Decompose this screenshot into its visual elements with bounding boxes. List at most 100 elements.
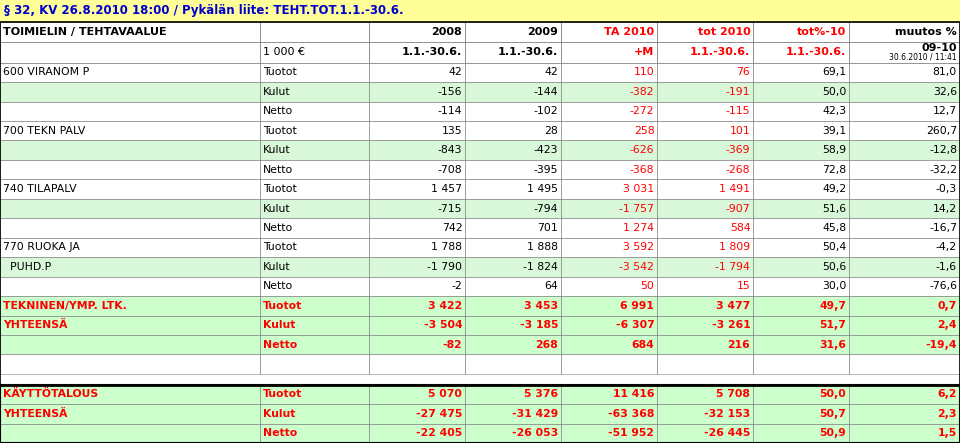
Text: Tuotot: Tuotot [263,301,302,311]
Bar [754,238,850,257]
Bar [260,238,370,257]
Bar [658,82,754,101]
Bar [370,385,466,404]
Bar [466,276,562,296]
Text: 81,0: 81,0 [933,67,957,78]
Text: -1 794: -1 794 [715,262,751,272]
Bar [658,335,754,354]
Text: 42,3: 42,3 [822,106,847,117]
Text: KÄYTTÖTALOUS: KÄYTTÖTALOUS [3,389,98,400]
Bar [260,296,370,315]
Text: 742: 742 [442,223,463,233]
Text: 69,1: 69,1 [822,67,847,78]
Bar [658,121,754,140]
Bar [466,179,562,199]
Bar [658,238,754,257]
Bar [0,424,260,443]
Bar [562,385,658,404]
Bar [0,354,260,374]
Text: 45,8: 45,8 [822,223,847,233]
Bar [850,179,960,199]
Text: 50,0: 50,0 [822,87,847,97]
Text: -907: -907 [726,203,751,214]
Text: tot%-10: tot%-10 [797,27,847,37]
Text: 32,6: 32,6 [933,87,957,97]
Bar [754,354,850,374]
Text: 49,2: 49,2 [822,184,847,194]
Bar [370,315,466,335]
Text: -26 053: -26 053 [512,428,559,438]
Bar [260,179,370,199]
Bar [658,218,754,238]
Text: Netto: Netto [263,165,293,175]
Text: 49,7: 49,7 [819,301,847,311]
Bar [260,218,370,238]
Text: 260,7: 260,7 [925,126,957,136]
Text: 1 274: 1 274 [623,223,655,233]
Bar [754,121,850,140]
Bar [466,101,562,121]
Bar [370,160,466,179]
Text: -32 153: -32 153 [704,409,751,419]
Text: -32,2: -32,2 [929,165,957,175]
Bar [260,424,370,443]
Bar [260,140,370,160]
Bar [0,82,260,101]
Text: 1.1.-30.6.: 1.1.-30.6. [690,47,751,58]
Bar [260,160,370,179]
Text: 3 592: 3 592 [623,242,655,253]
Text: 600 VIRANOM P: 600 VIRANOM P [3,67,89,78]
Bar [562,42,658,62]
Text: 584: 584 [730,223,751,233]
Text: 1 457: 1 457 [431,184,463,194]
Bar [562,101,658,121]
Bar [0,0,960,22]
Bar [466,62,562,82]
Text: 1.1.-30.6.: 1.1.-30.6. [498,47,559,58]
Text: -63 368: -63 368 [608,409,655,419]
Text: Kulut: Kulut [263,203,291,214]
Text: Tuotot: Tuotot [263,126,297,136]
Text: 6 991: 6 991 [620,301,655,311]
Bar [850,22,960,42]
Bar [260,82,370,101]
Text: 2,3: 2,3 [938,409,957,419]
Bar [370,121,466,140]
Bar [260,315,370,335]
Bar [370,82,466,101]
Text: 5 708: 5 708 [716,389,751,400]
Text: 15: 15 [736,281,751,291]
Text: -114: -114 [438,106,463,117]
Bar [466,140,562,160]
Bar [260,404,370,424]
Bar [466,22,562,42]
Text: 50: 50 [640,281,655,291]
Bar [754,42,850,62]
Text: -27 475: -27 475 [416,409,463,419]
Bar [370,101,466,121]
Text: 1,5: 1,5 [938,428,957,438]
Bar [562,335,658,354]
Text: -102: -102 [534,106,559,117]
Text: -382: -382 [630,87,655,97]
Text: -22 405: -22 405 [416,428,463,438]
Bar [754,160,850,179]
Bar [658,42,754,62]
Text: 09-10: 09-10 [922,43,957,53]
Text: 76: 76 [736,67,751,78]
Text: 2,4: 2,4 [938,320,957,330]
Text: Kulut: Kulut [263,409,296,419]
Text: Kulut: Kulut [263,320,296,330]
Bar [754,179,850,199]
Bar [658,276,754,296]
Bar [658,22,754,42]
Bar [658,424,754,443]
Bar [850,424,960,443]
Bar [754,335,850,354]
Text: 5 070: 5 070 [428,389,463,400]
Bar [754,257,850,276]
Bar [850,121,960,140]
Bar [370,62,466,82]
Text: 64: 64 [544,281,559,291]
Bar [466,257,562,276]
